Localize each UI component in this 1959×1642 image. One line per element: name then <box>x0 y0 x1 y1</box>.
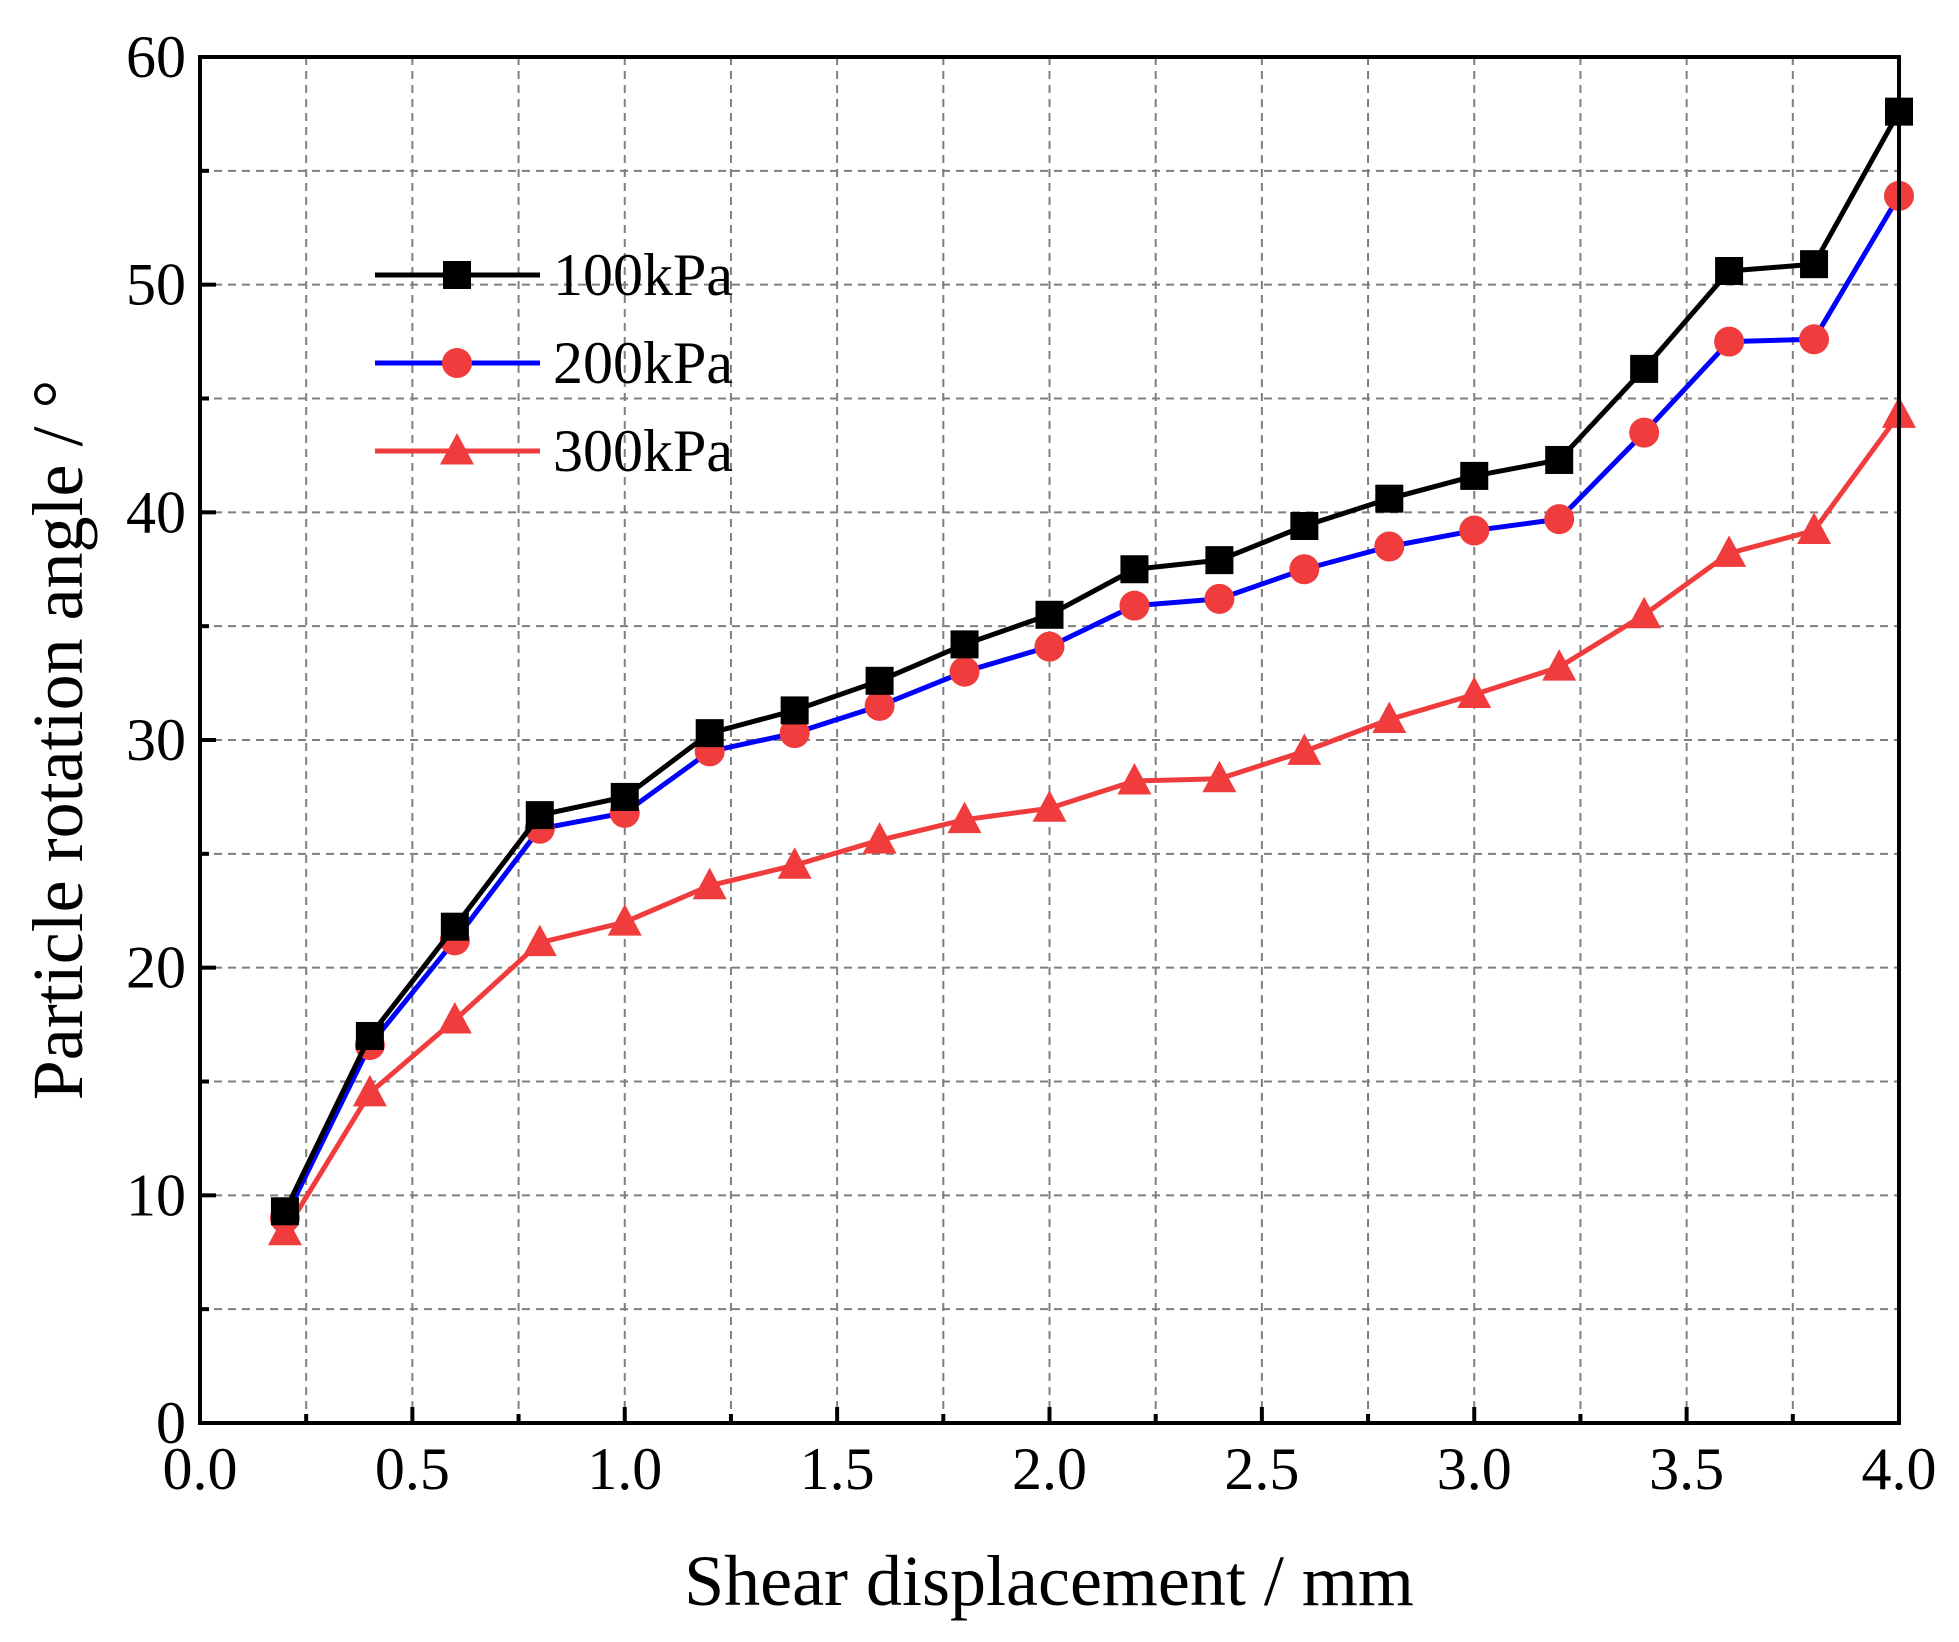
data-point <box>355 1021 384 1050</box>
data-point <box>1035 600 1064 629</box>
y-tick-label: 0 <box>156 1390 186 1456</box>
data-point <box>1460 461 1489 490</box>
y-tick-label: 10 <box>126 1162 186 1228</box>
data-point <box>1032 790 1067 822</box>
data-point <box>1205 546 1234 575</box>
legend-label: 200kPa <box>553 330 733 396</box>
data-point <box>1797 512 1832 545</box>
data-point <box>1542 649 1577 681</box>
data-point <box>1119 590 1150 621</box>
x-tick-label: 4.0 <box>1862 1436 1937 1502</box>
y-tick-label: 30 <box>126 707 186 773</box>
x-tick-label: 3.0 <box>1437 1436 1512 1502</box>
grid <box>200 57 1899 1423</box>
legend-swatch-marker <box>442 348 472 378</box>
data-point <box>1202 760 1237 793</box>
data-point <box>780 696 809 725</box>
x-tick-label: 3.5 <box>1649 1436 1724 1502</box>
data-point <box>1034 631 1065 662</box>
legend: 100kPa 200kPa 300kPa <box>375 242 733 484</box>
legend-item: 200kPa <box>375 330 733 396</box>
data-point <box>1545 445 1574 474</box>
data-point <box>1204 583 1235 614</box>
x-tick-labels: 0.0 0.5 1.0 1.5 2.0 2.5 3.0 3.5 4.0 <box>163 1436 1937 1502</box>
data-point <box>1715 257 1744 286</box>
data-point <box>1290 511 1319 540</box>
data-point <box>949 656 980 687</box>
data-point <box>1712 535 1747 567</box>
data-point <box>352 1074 387 1107</box>
data-point <box>1459 515 1490 546</box>
x-tick-label: 2.0 <box>1012 1436 1087 1502</box>
data-point <box>864 690 895 721</box>
x-tick-label: 1.0 <box>587 1436 662 1502</box>
data-point <box>607 904 642 936</box>
x-axis-title: Shear displacement / mm <box>684 1541 1414 1621</box>
data-point <box>1287 733 1322 765</box>
data-point <box>1799 324 1830 355</box>
data-point <box>1374 531 1405 562</box>
data-point <box>1714 326 1745 357</box>
x-tick-label: 0.0 <box>163 1436 238 1502</box>
y-axis-title: Particle rotation angle / ° <box>18 380 98 1101</box>
x-tick-label: 0.5 <box>375 1436 450 1502</box>
y-tick-label: 60 <box>126 24 186 90</box>
axis-ticks <box>198 55 1901 1425</box>
data-point <box>950 630 979 659</box>
data-point <box>1544 504 1575 535</box>
data-point <box>522 924 557 957</box>
data-point <box>779 718 810 749</box>
data-point <box>1630 354 1659 383</box>
data-point <box>1289 554 1320 585</box>
data-point <box>1120 555 1149 584</box>
series-100kPa <box>270 97 1913 1226</box>
x-tick-label: 1.5 <box>800 1436 875 1502</box>
series-line <box>282 110 1902 1213</box>
data-point <box>695 719 724 748</box>
y-tick-labels: 0 10 20 30 40 50 60 <box>126 24 186 1456</box>
y-tick-label: 40 <box>126 479 186 545</box>
x-tick-label: 2.5 <box>1224 1436 1299 1502</box>
data-point <box>610 782 639 811</box>
series-300kPa <box>267 396 1916 1246</box>
data-point <box>777 847 812 879</box>
data-point <box>862 822 897 854</box>
legend-label: 100kPa <box>553 242 733 308</box>
data-point <box>1375 484 1404 513</box>
legend-label: 300kPa <box>553 418 733 484</box>
series-line <box>282 194 1902 1220</box>
data-point <box>440 912 469 941</box>
data-point <box>1629 417 1660 448</box>
y-tick-label: 20 <box>126 935 186 1001</box>
data-point <box>1117 762 1152 795</box>
legend-swatch-marker <box>443 261 471 289</box>
legend-swatch-marker <box>440 433 474 465</box>
data-point <box>692 867 727 900</box>
data-point <box>437 1002 472 1034</box>
data-point <box>865 666 894 695</box>
data-point <box>270 1197 299 1226</box>
data-point <box>1372 701 1407 734</box>
data-point <box>1800 250 1829 279</box>
series-layer <box>267 97 1916 1246</box>
legend-item: 100kPa <box>375 242 733 308</box>
data-point <box>1457 676 1492 708</box>
data-point <box>1627 596 1662 629</box>
data-point <box>947 801 982 834</box>
legend-item: 300kPa <box>375 418 733 484</box>
y-tick-label: 50 <box>126 252 186 318</box>
data-point <box>525 801 554 830</box>
